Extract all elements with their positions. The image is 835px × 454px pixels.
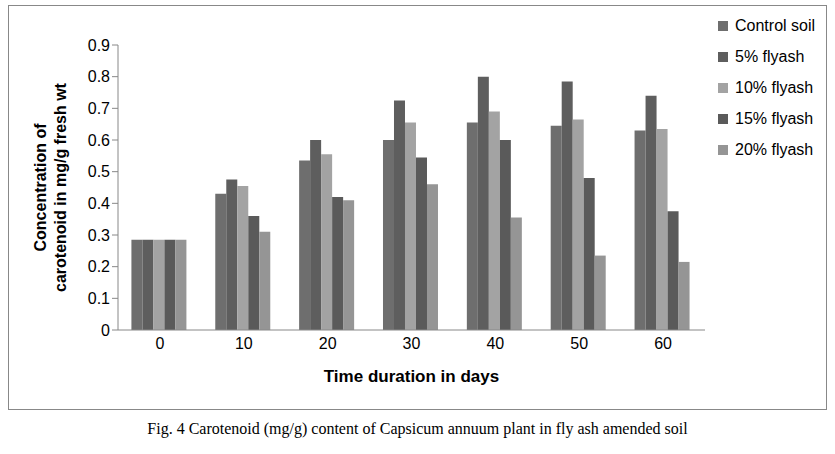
svg-text:0.6: 0.6 bbox=[88, 132, 110, 149]
svg-text:0.2: 0.2 bbox=[88, 258, 110, 275]
svg-text:40: 40 bbox=[486, 335, 504, 352]
svg-text:20: 20 bbox=[319, 335, 337, 352]
svg-text:10: 10 bbox=[235, 335, 253, 352]
svg-text:0.1: 0.1 bbox=[88, 290, 110, 307]
html-text:10% flyash: 10% flyash bbox=[735, 78, 814, 96]
svg-text:30: 30 bbox=[403, 335, 421, 352]
html-text:20% flyash: 20% flyash bbox=[735, 140, 814, 158]
svg-text:0.7: 0.7 bbox=[88, 100, 110, 117]
html-text:Control soil: Control soil bbox=[735, 16, 815, 34]
svg-text:60: 60 bbox=[654, 335, 672, 352]
html-text:Fig. 4 Carotenoid (mg/g) conte: Fig. 4 Carotenoid (mg/g) content of Caps… bbox=[147, 420, 688, 437]
svg-text:0: 0 bbox=[101, 322, 110, 339]
html-text:15% flyash: 15% flyash bbox=[735, 109, 814, 127]
svg-text:0: 0 bbox=[155, 335, 164, 352]
svg-text:0.3: 0.3 bbox=[88, 227, 110, 244]
svg-text:Time duration in days: Time duration in days bbox=[324, 367, 499, 386]
svg-text:0.4: 0.4 bbox=[88, 195, 110, 212]
html-text:5% flyash: 5% flyash bbox=[735, 47, 805, 65]
svg-text:0.9: 0.9 bbox=[88, 37, 110, 54]
svg-text:0.8: 0.8 bbox=[88, 68, 110, 85]
svg-text:50: 50 bbox=[570, 335, 588, 352]
svg-text:0.5: 0.5 bbox=[88, 163, 110, 180]
svg-text:Concentration ofcarotenoid in: Concentration ofcarotenoid in mg/g fresh… bbox=[32, 82, 69, 292]
